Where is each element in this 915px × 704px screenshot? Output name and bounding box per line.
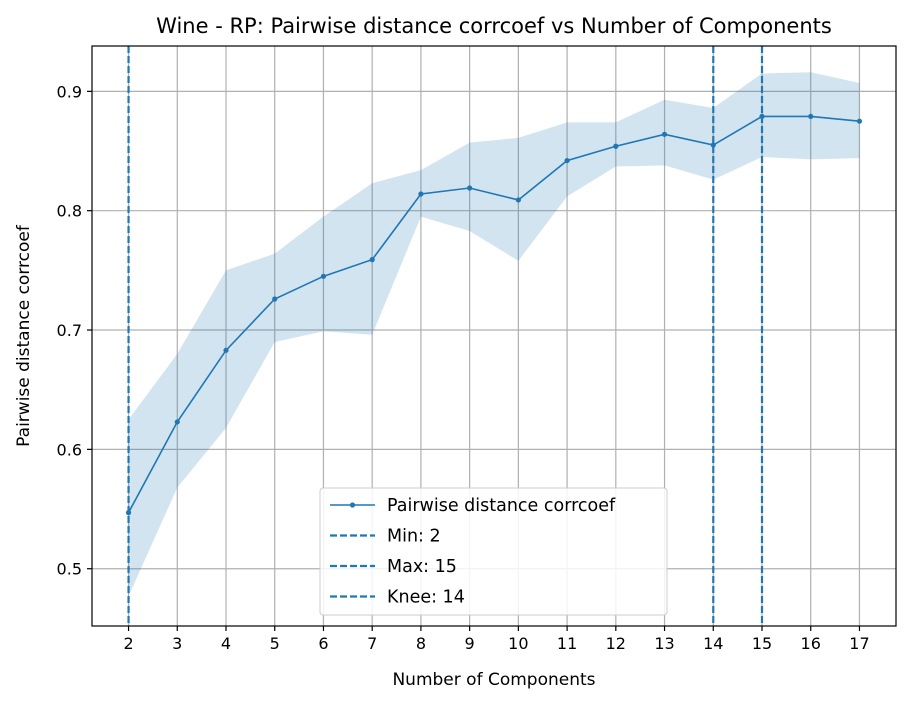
- x-tick-label: 9: [465, 634, 475, 653]
- x-tick-label: 10: [508, 634, 528, 653]
- legend-label: Max: 15: [387, 557, 457, 577]
- data-point: [856, 118, 863, 124]
- x-tick-label: 6: [318, 634, 328, 653]
- x-tick-label: 5: [270, 634, 280, 653]
- x-tick-label: 8: [416, 634, 426, 653]
- data-point: [320, 273, 327, 279]
- y-tick-label: 0.6: [57, 440, 82, 459]
- data-point: [710, 142, 716, 148]
- legend-label: Pairwise distance corrcoef: [387, 496, 616, 516]
- x-axis-label: Number of Components: [392, 670, 595, 690]
- legend-label: Knee: 14: [387, 588, 465, 608]
- data-point: [272, 296, 278, 302]
- data-point: [661, 131, 668, 137]
- chart-title: Wine - RP: Pairwise distance corrcoef vs…: [156, 14, 832, 38]
- series-line: [127, 115, 860, 514]
- reference-lines: [127, 46, 764, 626]
- x-tick-label: 4: [221, 634, 231, 653]
- x-tick-label: 12: [606, 634, 626, 653]
- y-tick-label: 0.5: [57, 560, 82, 579]
- data-point: [613, 143, 619, 149]
- x-tick-label: 14: [703, 634, 723, 653]
- x-tick-label: 2: [123, 634, 133, 653]
- data-point: [223, 347, 229, 353]
- data-point: [418, 191, 424, 197]
- data-point: [369, 257, 375, 263]
- plot-frame: [91, 45, 897, 627]
- data-point: [174, 419, 180, 425]
- data-point: [808, 113, 814, 120]
- series-line-layer: [125, 113, 863, 516]
- legend-box: [319, 487, 668, 616]
- y-tick-label: 0.9: [57, 82, 82, 101]
- legend-swatch-marker: [349, 502, 356, 508]
- legend-label: Min: 2: [387, 527, 441, 547]
- data-point: [467, 185, 473, 191]
- legend: Pairwise distance corrcoef Min: 2 Max: 15 K…: [319, 487, 668, 616]
- x-tick-label: 3: [172, 634, 182, 653]
- y-axis-label: Pairwise distance corrcoef: [14, 224, 34, 447]
- x-tick-label: 15: [752, 634, 772, 653]
- x-tick-label: 7: [367, 634, 377, 653]
- data-point: [515, 197, 521, 203]
- std-band: [128, 72, 860, 597]
- y-axis-ticks: 0.5 0.6 0.7 0.8 0.9: [57, 82, 92, 579]
- data-point: [564, 157, 570, 164]
- x-tick-label: 16: [801, 634, 821, 653]
- x-tick-label: 11: [557, 634, 577, 653]
- confidence-band: [128, 72, 860, 597]
- y-tick-label: 0.8: [57, 202, 82, 221]
- x-tick-label: 17: [849, 634, 869, 653]
- x-axis-ticks: 2 3 4 5 6 7 8 9 10 11 12 13 14 15 16 17: [123, 626, 870, 653]
- y-tick-label: 0.7: [57, 321, 82, 340]
- x-tick-label: 13: [654, 634, 674, 653]
